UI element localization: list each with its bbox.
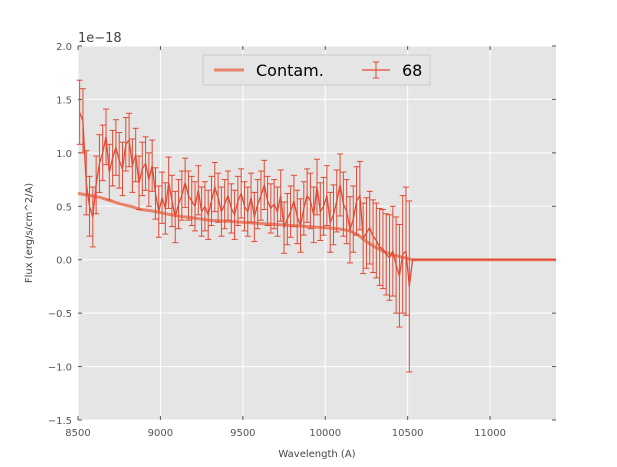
x-tick-label: 8500 — [65, 428, 90, 439]
y-tick-label: 1.5 — [56, 95, 72, 106]
x-tick-label: 10500 — [392, 428, 424, 439]
legend-object-swatch — [362, 61, 390, 79]
y-tick-label: 1.0 — [56, 149, 72, 160]
series-layer — [76, 79, 556, 373]
y-tick-label: 0.5 — [56, 202, 72, 213]
x-tick-label: 11000 — [474, 428, 506, 439]
y-axis-label: Flux (erg/s/cm^2/A) — [24, 183, 35, 283]
x-axis-ticks: 8500 9000 9500 10000 10500 11000 — [65, 46, 506, 439]
x-tick-label: 9000 — [148, 428, 173, 439]
legend-contam-label: Contam. — [256, 61, 324, 80]
y-tick-label: 2.0 — [56, 42, 72, 53]
legend-object-label: 68 — [402, 61, 422, 80]
x-tick-label: 10000 — [309, 428, 341, 439]
y-axis-ticks: −1.5 −1.0 −0.5 0.0 0.5 1.0 1.5 2.0 — [48, 42, 556, 427]
y-offset-label: 1e−18 — [78, 31, 122, 46]
legend: Contam. 68 — [202, 54, 431, 86]
y-tick-label: −1.5 — [48, 416, 72, 427]
object-series-line — [78, 112, 556, 287]
plot-background — [78, 46, 556, 420]
x-axis-label: Wavelength (A) — [278, 449, 355, 460]
y-tick-label: 0.0 — [56, 256, 72, 267]
y-tick-label: −0.5 — [48, 309, 72, 320]
y-tick-label: −1.0 — [48, 363, 72, 374]
x-tick-label: 9500 — [230, 428, 255, 439]
